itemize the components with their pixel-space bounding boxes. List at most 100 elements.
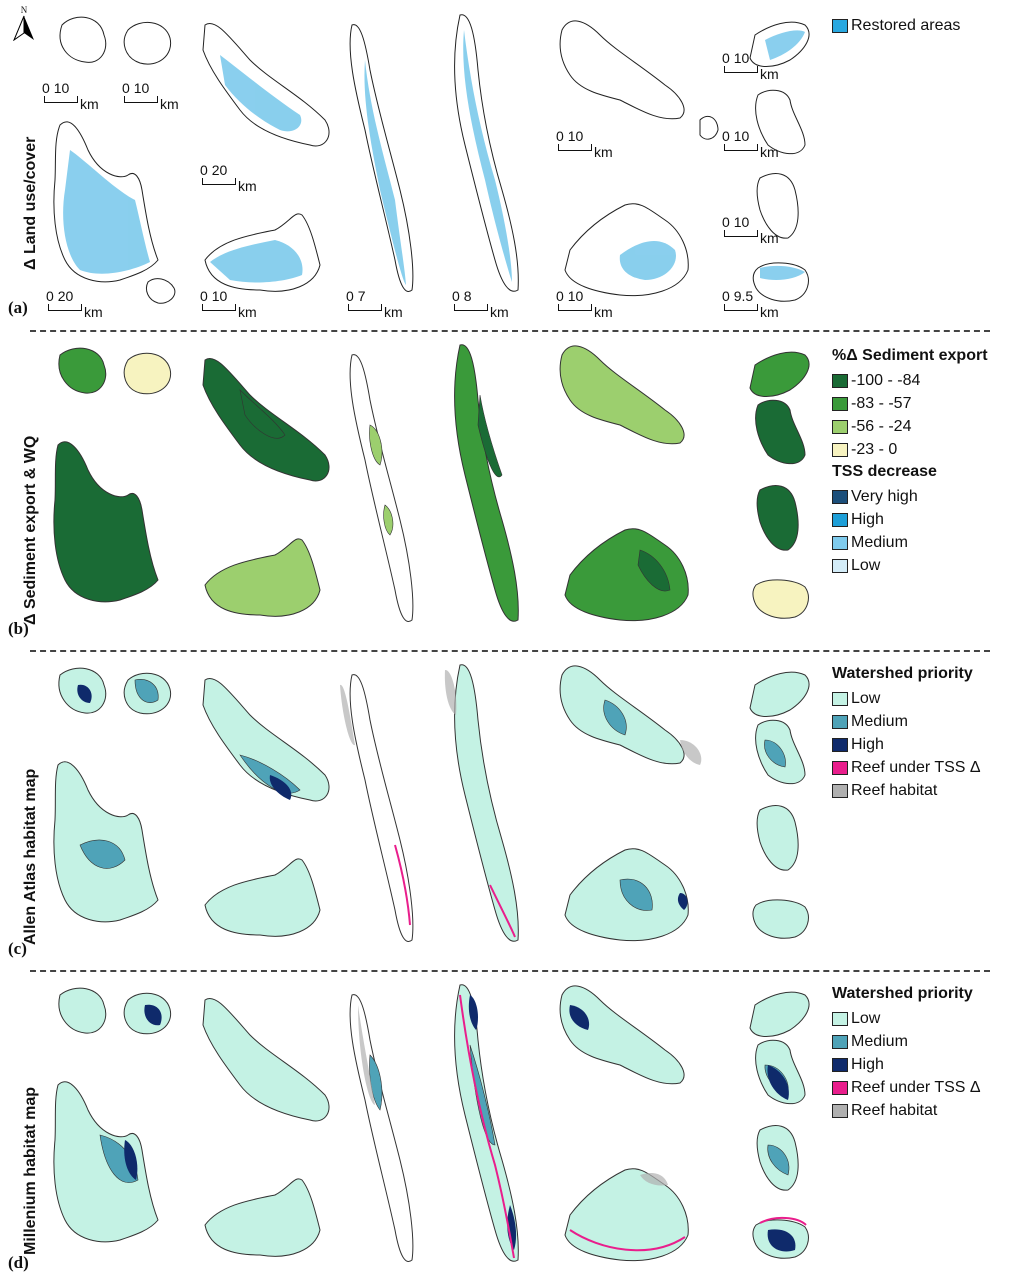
legend-label: -83 - -57 [851,394,912,412]
scalebar: 0 8 km [452,288,509,320]
island-c5 [204,858,321,937]
legend-b: %Δ Sediment export -100 - -84 -83 - -57 … [832,345,988,577]
scalebar-start: 0 [122,80,130,96]
island-a9 [559,20,685,120]
scalebar-end: 20 [211,162,228,178]
scalebar: 0 7 km [346,288,403,320]
scalebar-line [44,96,78,103]
legend-b-item: -83 - -57 [832,392,988,415]
scalebar-end: 10 [211,288,228,304]
panel-a-letter: (a) [8,298,28,317]
island-b10 [749,351,810,397]
panel-c-maps [53,664,810,942]
panel-d-title: Millenium habitat map [22,1086,39,1255]
island-b1 [58,347,107,394]
legend-c-item: Reef under TSS Δ [832,756,981,779]
legend-c: Watershed priority Low Medium High Reef … [832,663,981,802]
legend-swatch [832,783,848,798]
scalebar-start: 0 [46,288,54,304]
legend-b-item: High [832,508,988,531]
scalebar-start: 0 [556,288,564,304]
legend-label: -100 - -84 [851,371,921,389]
island-d9 [564,1168,689,1262]
separator [30,330,990,332]
scalebar-line [454,304,488,311]
legend-b-title1: %Δ Sediment export [832,347,988,364]
scalebar-start: 0 [722,50,730,66]
scalebar-line [558,304,592,311]
scalebar-line [724,144,758,151]
scalebar-end: 20 [57,288,74,304]
legend-swatch [832,1011,848,1026]
legend-b-item: Medium [832,531,988,554]
scalebar-unit: km [490,304,509,320]
scalebar-line [202,304,236,311]
north-arrow-icon [12,15,34,42]
scalebar-end: 10 [567,288,584,304]
scalebar-end: 10 [733,128,750,144]
panel-b-maps [53,344,810,622]
scalebar-line [124,96,158,103]
scalebar-end: 9.5 [733,288,754,304]
legend-c-title: Watershed priority [832,665,973,682]
separator [30,650,990,652]
legend-b-item: Low [832,554,988,577]
panel-d: Millenium habitat map (d) [0,975,1017,1276]
island-d3 [53,1081,159,1243]
legend-c-item: Medium [832,710,981,733]
island-d1 [58,987,107,1034]
island-c12 [756,805,799,871]
island-b13 [752,579,809,619]
panel-b: Δ Sediment export & WQ (b) %Δ [0,335,1017,645]
high-priority-c [77,684,688,910]
scalebar-line [48,304,82,311]
legend-label: High [851,735,884,753]
island-c6 [349,674,414,942]
watersheds-d [53,984,810,1262]
scalebar-end: 10 [53,80,70,96]
island-outlines [53,14,810,304]
scalebar-unit: km [760,144,779,160]
legend-swatch [832,535,848,550]
scalebar: 0 10 km [722,214,779,246]
island-b12 [756,485,799,551]
reef-habitat-c [340,669,702,765]
scalebar-start: 0 [200,288,208,304]
legend-label: Very high [851,487,918,505]
legend-swatch [832,760,848,775]
legend-label: Reef under TSS Δ [851,758,981,776]
scalebar-line [558,144,592,151]
separator [30,970,990,972]
island-a10 [699,115,719,140]
medium-priority-c [79,679,786,911]
scalebar-unit: km [760,230,779,246]
scalebar-unit: km [594,144,613,160]
scalebar-end: 10 [133,80,150,96]
medium-priority-d [99,1044,790,1183]
legend-label: Reef under TSS Δ [851,1078,981,1096]
legend-label: Medium [851,1032,908,1050]
island-d4 [202,998,330,1122]
scalebar-start: 0 [722,214,730,230]
legend-d-item: Reef under TSS Δ [832,1076,981,1099]
legend-label: Medium [851,533,908,551]
legend-swatch [832,512,848,527]
legend-b-item: -23 - 0 [832,438,988,461]
legend-swatch [832,396,848,411]
legend-label: High [851,510,884,528]
legend-label: Medium [851,712,908,730]
scalebar: 0 20 km [200,162,257,194]
panel-b-letter: (b) [8,619,29,638]
legend-swatch [832,691,848,706]
patches-b [369,424,394,536]
legend-d-title: Watershed priority [832,985,973,1002]
island-a14 [756,173,799,239]
legend-a-item: Restored areas [832,14,960,37]
island-b5 [204,538,321,617]
north-label: N [20,5,28,15]
scalebar: 0 9.5 km [722,288,779,320]
legend-label: -23 - 0 [851,440,898,458]
legend-swatch [832,373,848,388]
high-priority-d [124,995,796,1252]
scalebar-start: 0 [200,162,208,178]
